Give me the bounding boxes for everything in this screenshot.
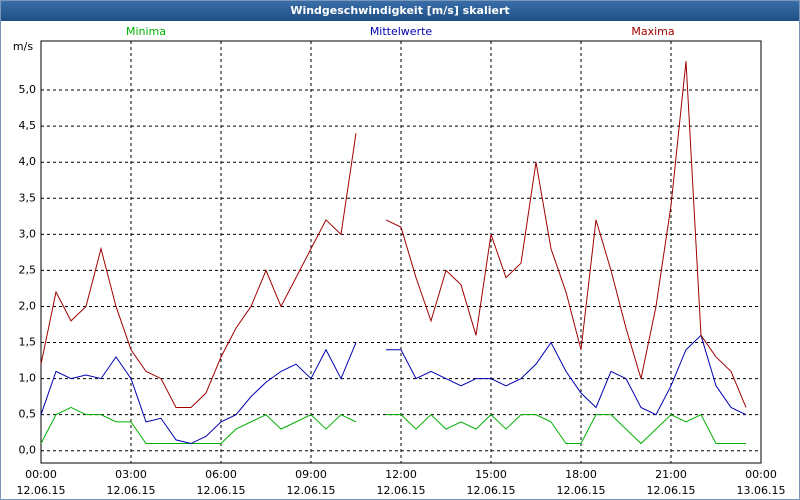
y-tick-label: 2,5 xyxy=(19,263,37,276)
x-tick-label: 15:00 12.06.15 xyxy=(466,468,516,497)
x-tick-label: 21:00 12.06.15 xyxy=(646,468,696,497)
x-tick-label: 18:00 12.06.15 xyxy=(556,468,606,497)
y-tick-label: 1,5 xyxy=(19,336,37,349)
legend-label: Maxima xyxy=(631,25,674,38)
x-tick-label: 00:00 13.06.15 xyxy=(736,468,786,497)
series-line xyxy=(40,334,747,445)
y-tick-label: 3,0 xyxy=(19,227,37,240)
legend-label: Mittelwerte xyxy=(370,25,433,38)
series-line xyxy=(40,406,746,445)
x-tick-label: 09:00 12.06.15 xyxy=(286,468,336,497)
y-axis-label: m/s xyxy=(13,40,33,53)
y-tick-label: 0,5 xyxy=(19,408,37,421)
y-tick-label: 4,5 xyxy=(19,119,37,132)
y-tick-label: 4,0 xyxy=(19,155,37,168)
y-tick-label: 5,0 xyxy=(19,83,37,96)
y-tick-label: 1,0 xyxy=(19,372,37,385)
x-tick-label: 00:00 12.06.15 xyxy=(16,468,66,497)
x-tick-label: 03:00 12.06.15 xyxy=(106,468,156,497)
legend-label: Minima xyxy=(126,25,166,38)
series-line xyxy=(40,61,747,408)
x-tick-label: 06:00 12.06.15 xyxy=(196,468,246,497)
x-tick-label: 12:00 12.06.15 xyxy=(376,468,426,497)
y-tick-label: 3,5 xyxy=(19,191,37,204)
y-tick-label: 2,0 xyxy=(19,299,37,312)
chart-title: Windgeschwindigkeit [m/s] skaliert xyxy=(1,1,799,21)
y-tick-label: 0,0 xyxy=(19,444,37,457)
